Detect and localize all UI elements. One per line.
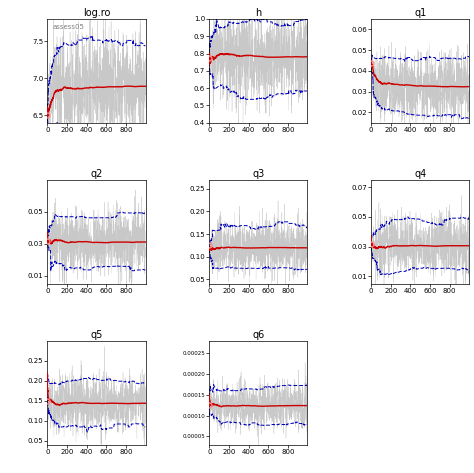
Title: q4: q4 <box>414 169 426 179</box>
Title: q2: q2 <box>90 169 103 179</box>
Title: log.ro: log.ro <box>83 8 110 18</box>
Title: q1: q1 <box>414 8 426 18</box>
Title: q5: q5 <box>90 330 103 340</box>
Title: h: h <box>255 8 262 18</box>
Title: q3: q3 <box>252 169 264 179</box>
Title: q6: q6 <box>252 330 264 340</box>
Text: assess05: assess05 <box>52 24 84 30</box>
